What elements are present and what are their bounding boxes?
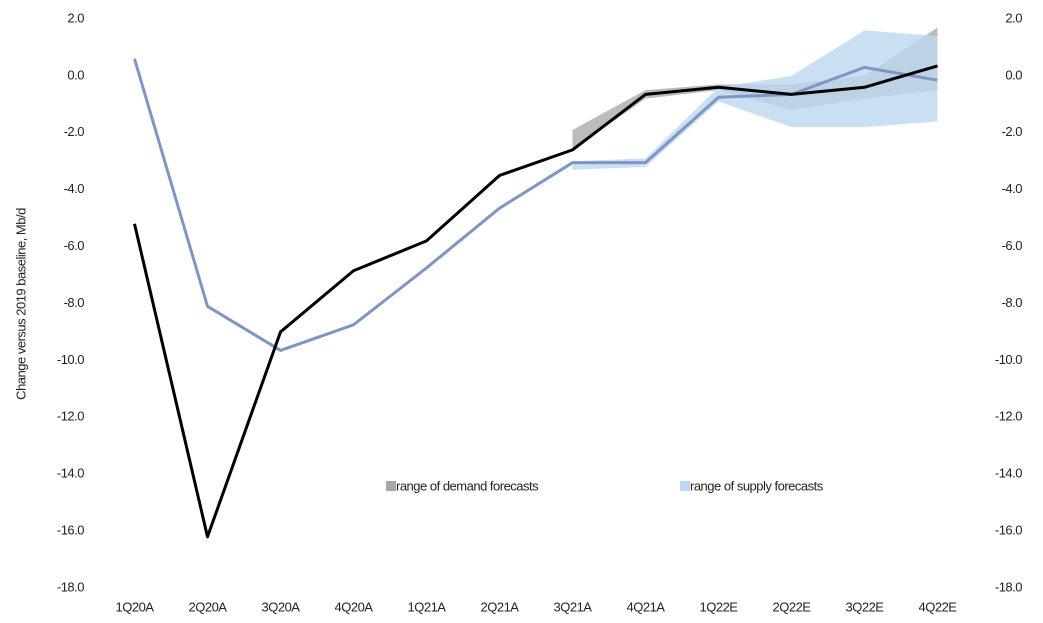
y2-tick-label: 0.0: [1005, 67, 1022, 82]
x-tick-label: 4Q22E: [919, 599, 958, 614]
x-tick-label: 4Q20A: [335, 599, 374, 614]
y2-tick-label: -12.0: [995, 409, 1022, 424]
y-tick-label: -4.0: [64, 181, 85, 196]
legend-label: range of demand forecasts: [396, 478, 539, 493]
y2-tick-label: -14.0: [995, 466, 1022, 481]
y2-tick-label: -16.0: [995, 523, 1022, 538]
x-tick-label: 2Q22E: [773, 599, 812, 614]
legend-swatch: [680, 481, 690, 491]
x-tick-label: 3Q21A: [554, 599, 593, 614]
legend-label: range of supply forecasts: [690, 478, 824, 493]
y-axis-label: Change versus 2019 baseline, Mb/d: [13, 208, 28, 400]
y-tick-label: -6.0: [64, 238, 85, 253]
y-tick-label: -8.0: [64, 295, 85, 310]
x-tick-label: 3Q22E: [846, 599, 885, 614]
y2-tick-label: -10.0: [995, 352, 1022, 367]
y2-tick-label: -2.0: [1002, 124, 1023, 139]
y-tick-label: -2.0: [64, 124, 85, 139]
y-tick-label: -12.0: [57, 409, 84, 424]
x-tick-label: 1Q20A: [116, 599, 155, 614]
y2-tick-label: -6.0: [1002, 238, 1023, 253]
x-tick-label: 1Q21A: [408, 599, 447, 614]
x-tick-label: 4Q21A: [627, 599, 666, 614]
y-tick-label: -16.0: [57, 523, 84, 538]
x-tick-label: 1Q22E: [700, 599, 739, 614]
y2-tick-label: -4.0: [1002, 181, 1023, 196]
x-tick-label: 2Q20A: [189, 599, 228, 614]
y2-tick-label: 2.0: [1005, 10, 1022, 25]
y-tick-label: -10.0: [57, 352, 84, 367]
y-tick-label: 2.0: [67, 10, 84, 25]
y2-tick-label: -8.0: [1002, 295, 1023, 310]
forecast-range: [572, 30, 938, 170]
series-line: [133, 58, 938, 352]
y-tick-label: -14.0: [57, 466, 84, 481]
y-tick-label: -18.0: [57, 579, 84, 594]
legend-swatch: [386, 481, 396, 491]
x-tick-label: 3Q20A: [262, 599, 301, 614]
y-tick-label: 0.0: [67, 67, 84, 82]
x-tick-label: 2Q21A: [481, 599, 520, 614]
series-line: [133, 64, 938, 539]
y2-tick-label: -18.0: [995, 579, 1022, 594]
